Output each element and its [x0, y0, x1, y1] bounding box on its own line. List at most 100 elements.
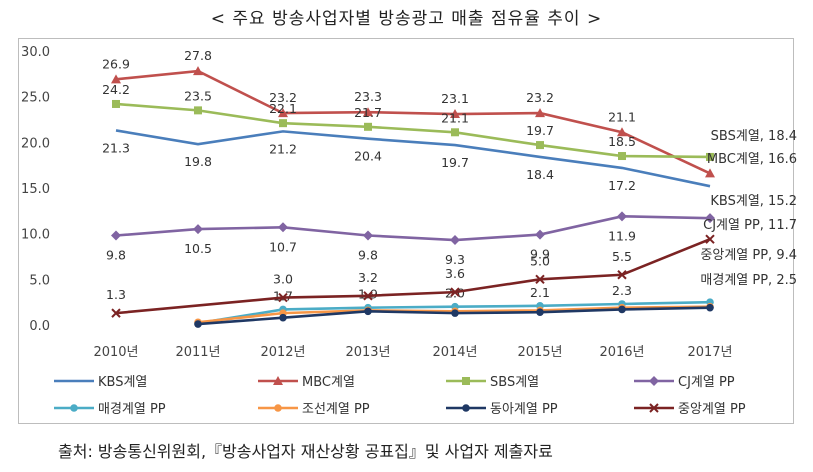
- series-line: [115, 215, 711, 242]
- data-point: [617, 270, 627, 280]
- legend-marker: [274, 404, 282, 412]
- y-tick-label: 0.0: [29, 319, 50, 334]
- data-point: [706, 303, 714, 312]
- x-tick-label: 2017년: [687, 345, 732, 360]
- data-label: 26.9: [102, 56, 130, 71]
- data-point: [194, 106, 202, 115]
- data-point: [193, 66, 203, 76]
- legend-label: MBC계열: [302, 375, 355, 390]
- data-label: 23.2: [269, 90, 297, 105]
- data-point: [111, 230, 121, 241]
- legend-marker: [649, 403, 659, 413]
- y-tick-label: 10.0: [21, 228, 50, 243]
- data-label: 17.2: [608, 178, 636, 193]
- data-point: [111, 308, 121, 318]
- data-point: [451, 309, 459, 317]
- data-label: 3.2: [358, 270, 378, 285]
- legend-marker: [462, 377, 470, 385]
- data-label: 27.8: [184, 48, 212, 63]
- data-point: [535, 229, 545, 240]
- data-point: [535, 108, 545, 118]
- legend-label: SBS계열: [490, 375, 539, 390]
- data-point: [705, 168, 715, 178]
- data-label: 9.8: [106, 247, 126, 262]
- data-label: 2.1: [530, 285, 550, 300]
- end-label: 매경계열 PP, 2.5: [700, 273, 797, 288]
- data-label: 3.0: [273, 272, 293, 287]
- data-label: 9.9: [530, 247, 550, 262]
- chart-frame: [18, 38, 794, 424]
- data-point: [194, 320, 202, 328]
- data-label: 3.6: [445, 266, 465, 281]
- data-label: 5.5: [612, 249, 632, 264]
- data-point: [705, 213, 715, 224]
- legend-label: 동아계열 PP: [490, 402, 558, 417]
- end-label: KBS계열, 15.2: [710, 194, 797, 209]
- data-point: [451, 128, 459, 137]
- data-point: [535, 274, 545, 285]
- data-label: 20.4: [354, 149, 382, 164]
- data-label: 9.3: [445, 252, 465, 267]
- data-point: [618, 152, 626, 161]
- data-label: 23.5: [184, 88, 212, 103]
- data-label: 19.7: [526, 123, 554, 138]
- data-point: [364, 122, 372, 131]
- data-point: [363, 291, 373, 301]
- data-label: 10.7: [269, 239, 297, 254]
- data-point: [536, 141, 544, 150]
- data-label: 19.7: [441, 155, 469, 170]
- x-tick-label: 2016년: [599, 345, 644, 360]
- legend-label: CJ계열 PP: [678, 375, 735, 390]
- x-tick-label: 2010년: [93, 345, 138, 360]
- data-label: 21.3: [102, 140, 130, 155]
- data-point: [450, 109, 460, 119]
- data-point: [111, 74, 121, 84]
- data-point: [278, 222, 288, 233]
- data-label: 1.3: [106, 287, 126, 302]
- legend-label: 매경계열 PP: [98, 402, 166, 417]
- legend-marker: [273, 376, 283, 385]
- data-label: 22.1: [269, 101, 297, 116]
- x-tick-label: 2011년: [175, 345, 220, 360]
- data-label: 2.3: [612, 283, 632, 298]
- y-tick-label: 30.0: [21, 45, 50, 60]
- data-label: 18.5: [608, 134, 636, 149]
- x-tick-label: 2014년: [432, 345, 477, 360]
- chart-title: < 주요 방송사업자별 방송광고 매출 점유율 추이 >: [210, 9, 603, 29]
- x-tick-label: 2013년: [345, 345, 390, 360]
- series-line: [115, 102, 711, 159]
- data-point: [363, 107, 373, 117]
- data-label: 9.8: [358, 247, 378, 262]
- data-point: [536, 308, 544, 317]
- data-point: [193, 224, 203, 235]
- data-point: [363, 230, 373, 241]
- data-point: [450, 235, 460, 246]
- data-label: 11.9: [608, 228, 636, 243]
- legend-marker: [70, 404, 78, 412]
- data-label: 1.7: [273, 288, 293, 303]
- data-point: [617, 127, 627, 137]
- y-tick-label: 5.0: [29, 273, 50, 288]
- end-label: 중앙계열 PP, 9.4: [700, 248, 797, 263]
- data-point: [617, 211, 627, 222]
- data-point: [450, 287, 460, 297]
- data-point: [278, 292, 288, 303]
- data-point: [279, 119, 287, 128]
- series-line: [115, 69, 711, 175]
- data-label: 21.7: [354, 105, 382, 120]
- data-label: 19.8: [184, 154, 212, 169]
- data-point: [705, 234, 715, 244]
- data-label: 5.0: [530, 253, 550, 268]
- data-label: 23.1: [441, 91, 469, 106]
- legend-marker: [462, 404, 470, 412]
- data-label: 21.1: [608, 109, 636, 124]
- x-tick-label: 2012년: [260, 345, 305, 360]
- data-label: 21.1: [441, 110, 469, 125]
- data-point: [618, 305, 626, 314]
- data-point: [279, 313, 287, 322]
- end-label: CJ계열 PP, 11.7: [703, 218, 797, 233]
- data-label: 21.2: [269, 141, 297, 156]
- data-label: 1.9: [358, 287, 378, 302]
- data-label: 18.4: [526, 167, 554, 182]
- data-point: [706, 152, 714, 161]
